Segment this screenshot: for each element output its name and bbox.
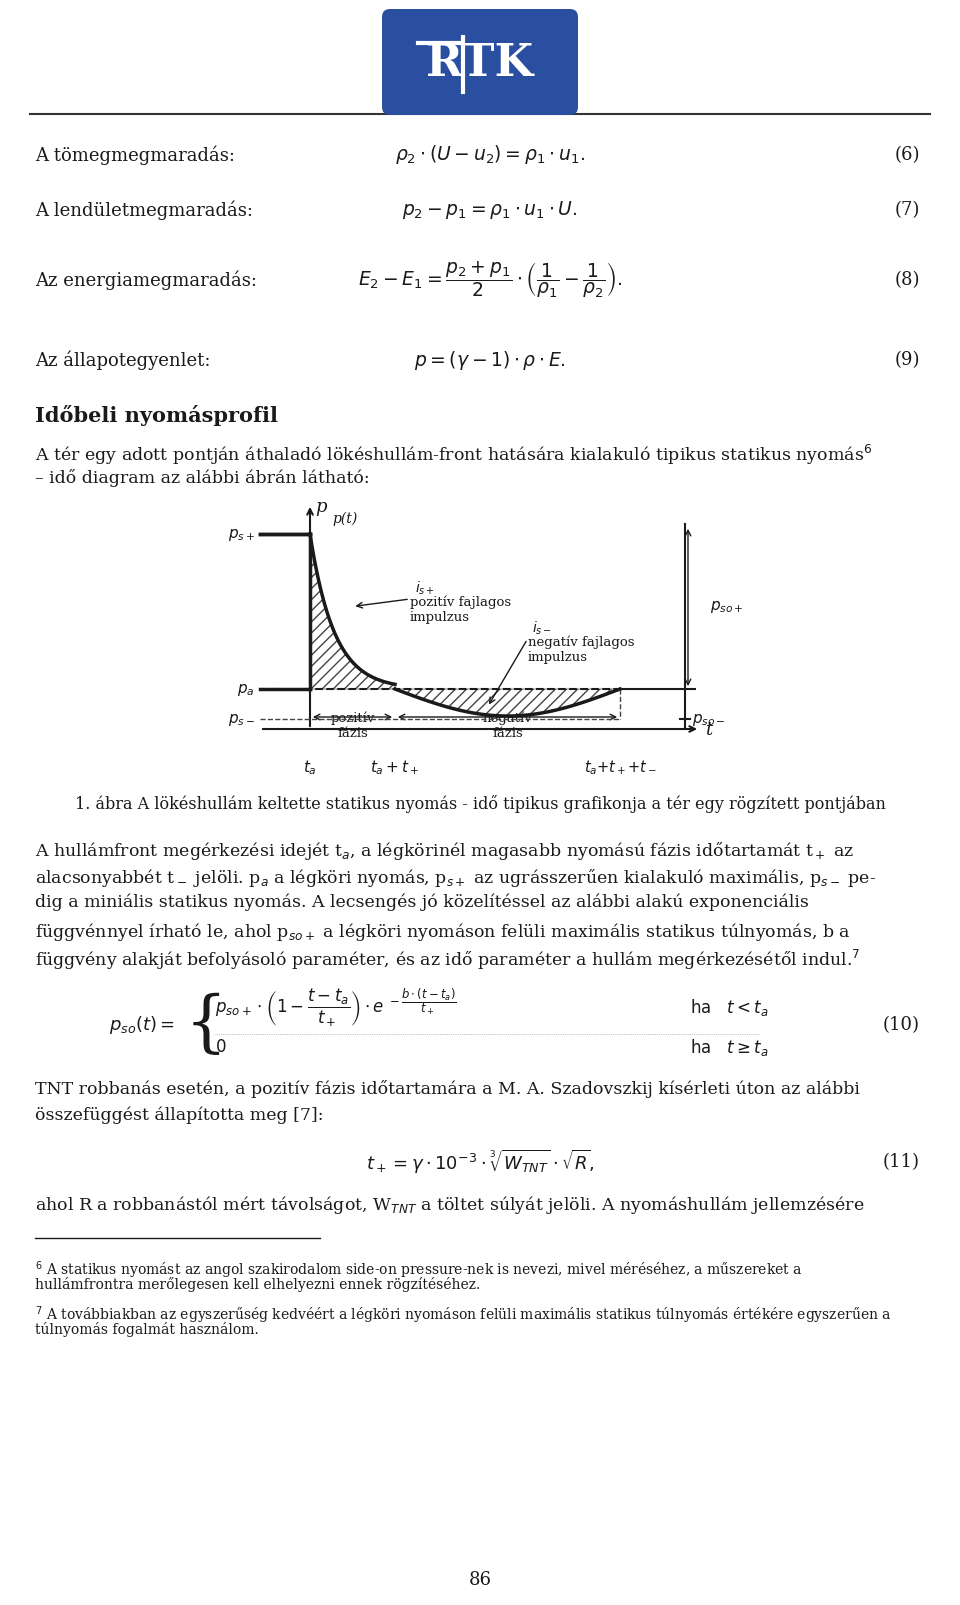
Text: p(t): p(t) [332,512,357,526]
Text: $\mathrm{ha} \quad t < t_a$: $\mathrm{ha} \quad t < t_a$ [690,997,769,1018]
Text: $p_{so+} \cdot \left(1 - \dfrac{t - t_a}{t_+}\right) \cdot e^{\;-\dfrac{b \cdot : $p_{so+} \cdot \left(1 - \dfrac{t - t_a}… [215,985,457,1029]
Text: (9): (9) [895,351,920,369]
Text: pozitív fajlagos
impulzus: pozitív fajlagos impulzus [410,595,511,624]
Polygon shape [395,690,620,716]
Text: függvény alakját befolyásoló paraméter, és az idő paraméter a hullám megérkezésé: függvény alakját befolyásoló paraméter, … [35,947,860,971]
Text: – idő diagram az alábbi ábrán látható:: – idő diagram az alábbi ábrán látható: [35,469,370,486]
Text: hullámfrontra merőlegesen kell elhelyezni ennek rögzítéséhez.: hullámfrontra merőlegesen kell elhelyezn… [35,1276,480,1290]
Text: t: t [705,721,712,738]
Text: Az energiamegmaradás:: Az energiamegmaradás: [35,270,257,289]
Text: összefüggést állapította meg [7]:: összefüggést állapította meg [7]: [35,1106,324,1123]
Text: (6): (6) [895,146,920,164]
Text: dig a miniális statikus nyomás. A lecsengés jó közelítéssel az alábbi alakú expo: dig a miniális statikus nyomás. A lecsen… [35,894,809,912]
Text: $0$: $0$ [215,1038,227,1056]
Text: A tér egy adott pontján áthaladó lökéshullám-front hatására kialakuló tipikus st: A tér egy adott pontján áthaladó lökéshu… [35,443,872,467]
Text: $i_{s+}$: $i_{s+}$ [415,579,435,597]
Polygon shape [310,534,395,690]
Text: (7): (7) [895,201,920,218]
Text: p: p [315,498,326,515]
Text: pozitív
fázis: pozitív fázis [330,711,374,740]
Text: $t_+ = \gamma \cdot 10^{-3} \cdot \sqrt[3]{W_{TNT}} \cdot \sqrt{R},$: $t_+ = \gamma \cdot 10^{-3} \cdot \sqrt[… [366,1148,594,1175]
Text: (11): (11) [883,1152,920,1170]
Text: A hullámfront megérkezési idejét t$_a$, a légkörinél magasabb nyomású fázis időt: A hullámfront megérkezési idejét t$_a$, … [35,839,854,862]
Text: $p = (\gamma - 1) \cdot \rho \cdot E.$: $p = (\gamma - 1) \cdot \rho \cdot E.$ [414,348,565,371]
Text: RTK: RTK [426,42,534,85]
Text: negatív fajlagos
impulzus: negatív fajlagos impulzus [527,636,634,664]
Text: 1. ábra A lökéshullám keltette statikus nyomás - idő tipikus grafikonja a tér eg: 1. ábra A lökéshullám keltette statikus … [75,794,885,812]
Text: $t_a{+}t_+{+}t_-$: $t_a{+}t_+{+}t_-$ [584,758,657,777]
Text: $p_2 - p_1 = \rho_1 \cdot u_1 \cdot U.$: $p_2 - p_1 = \rho_1 \cdot u_1 \cdot U.$ [402,199,578,221]
FancyBboxPatch shape [382,10,578,116]
Text: {: { [185,992,228,1058]
Text: (10): (10) [883,1016,920,1034]
Text: Időbeli nyomásprofil: Időbeli nyomásprofil [35,404,278,425]
Text: $p_{s-}$: $p_{s-}$ [228,711,255,727]
Text: (8): (8) [895,271,920,289]
Text: $p_a$: $p_a$ [237,682,255,698]
Text: $p_{so+}$: $p_{so+}$ [710,599,744,615]
Text: $t_a$: $t_a$ [303,758,317,777]
Text: $\mathrm{ha} \quad t \geq t_a$: $\mathrm{ha} \quad t \geq t_a$ [690,1037,769,1058]
Text: alacsonyabbét t$_-$ jelöli. p$_a$ a légköri nyomás, p$_{s+}$ az ugrásszerűen kia: alacsonyabbét t$_-$ jelöli. p$_a$ a légk… [35,867,876,889]
Text: $^6$ A statikus nyomást az angol szakirodalom side-on pressure-nek is nevezi, mi: $^6$ A statikus nyomást az angol szakiro… [35,1258,803,1279]
Text: 86: 86 [468,1570,492,1587]
Text: $t_a + t_+$: $t_a + t_+$ [371,758,420,777]
Text: $p_{so}(t) = $: $p_{so}(t) = $ [109,1013,175,1035]
Text: $\rho_2 \cdot (U - u_2) = \rho_1 \cdot u_1.$: $\rho_2 \cdot (U - u_2) = \rho_1 \cdot u… [395,143,585,167]
Text: $p_{s+}$: $p_{s+}$ [228,526,255,542]
Text: $^7$ A továbbiakban az egyszerűség kedvéért a légköri nyomáson felüli maximális : $^7$ A továbbiakban az egyszerűség kedvé… [35,1303,892,1324]
Text: ahol R a robbanástól mért távolságot, W$_{TNT}$ a töltet súlyát jelöli. A nyomás: ahol R a robbanástól mért távolságot, W$… [35,1193,864,1215]
Text: $E_2 - E_1 = \dfrac{p_2 + p_1}{2} \cdot \left(\dfrac{1}{\rho_1} - \dfrac{1}{\rho: $E_2 - E_1 = \dfrac{p_2 + p_1}{2} \cdot … [358,260,622,300]
Text: A tömegmegmaradás:: A tömegmegmaradás: [35,144,235,165]
Text: $p_{so-}$: $p_{so-}$ [692,711,726,727]
Text: $i_{s-}$: $i_{s-}$ [533,620,552,636]
Text: A lendületmegmaradás:: A lendületmegmaradás: [35,201,253,220]
Text: Az állapotegyenlet:: Az állapotegyenlet: [35,350,210,369]
Text: függvénnyel írható le, ahol p$_{so+}$ a légköri nyomáson felüli maximális statik: függvénnyel írható le, ahol p$_{so+}$ a … [35,920,851,942]
Text: negatív
fázis: negatív fázis [483,711,533,740]
Text: TNT robbanás esetén, a pozitív fázis időtartamára a M. A. Szadovszkij kísérleti : TNT robbanás esetén, a pozitív fázis idő… [35,1079,860,1098]
Text: túlnyomás fogalmát használom.: túlnyomás fogalmát használom. [35,1321,259,1337]
